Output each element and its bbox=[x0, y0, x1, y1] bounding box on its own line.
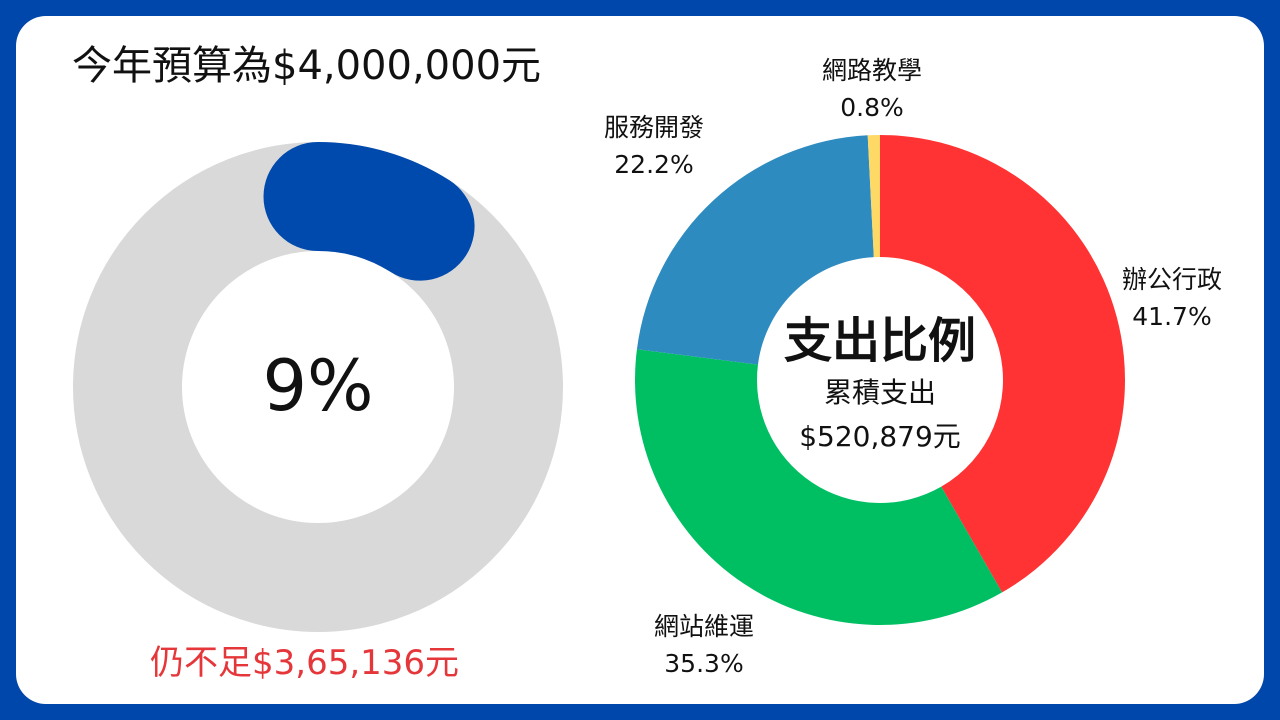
slide-frame: 今年預算為$4,000,000元 9% 支出比例 累積支出 $520,879元 … bbox=[16, 16, 1264, 704]
expense-slice-value-0: 41.7% bbox=[1132, 302, 1211, 331]
expense-slice-label-2: 服務開發 bbox=[604, 113, 704, 142]
expense-slice-value-1: 35.3% bbox=[664, 649, 743, 678]
budget-progress-chart: 9% bbox=[73, 142, 563, 632]
budget-percent-label: 9% bbox=[262, 345, 373, 427]
expense-slice-label-1: 網站維運 bbox=[654, 612, 754, 641]
expense-ratio-title: 支出比例 bbox=[784, 313, 976, 369]
expense-slice-label-0: 辦公行政 bbox=[1122, 265, 1222, 294]
expense-ratio-chart: 支出比例 累積支出 $520,879元 辦公行政 41.7% 網站維運 35.3% 服務… bbox=[604, 56, 1222, 678]
expense-slice-0 bbox=[880, 135, 1125, 593]
charts-canvas: 9% 支出比例 累積支出 $520,879元 辦公行政 41.7% 網站維運 35.3… bbox=[73, 56, 1222, 678]
budget-progress-arc bbox=[263, 142, 475, 281]
budget-shortfall: 仍不足$3,65,136元 bbox=[150, 643, 460, 683]
expense-total: $520,879元 bbox=[799, 420, 961, 453]
expense-ratio-subtitle: 累積支出 bbox=[824, 376, 936, 409]
expense-slice-2 bbox=[636, 135, 874, 365]
expense-slice-1 bbox=[635, 349, 1003, 625]
expense-slice-3 bbox=[867, 135, 880, 258]
expense-slice-value-2: 22.2% bbox=[614, 150, 693, 179]
expense-slice-value-3: 0.8% bbox=[840, 93, 904, 122]
budget-title: 今年預算為$4,000,000元 bbox=[72, 43, 542, 89]
expense-slice-label-3: 網路教學 bbox=[822, 56, 922, 85]
